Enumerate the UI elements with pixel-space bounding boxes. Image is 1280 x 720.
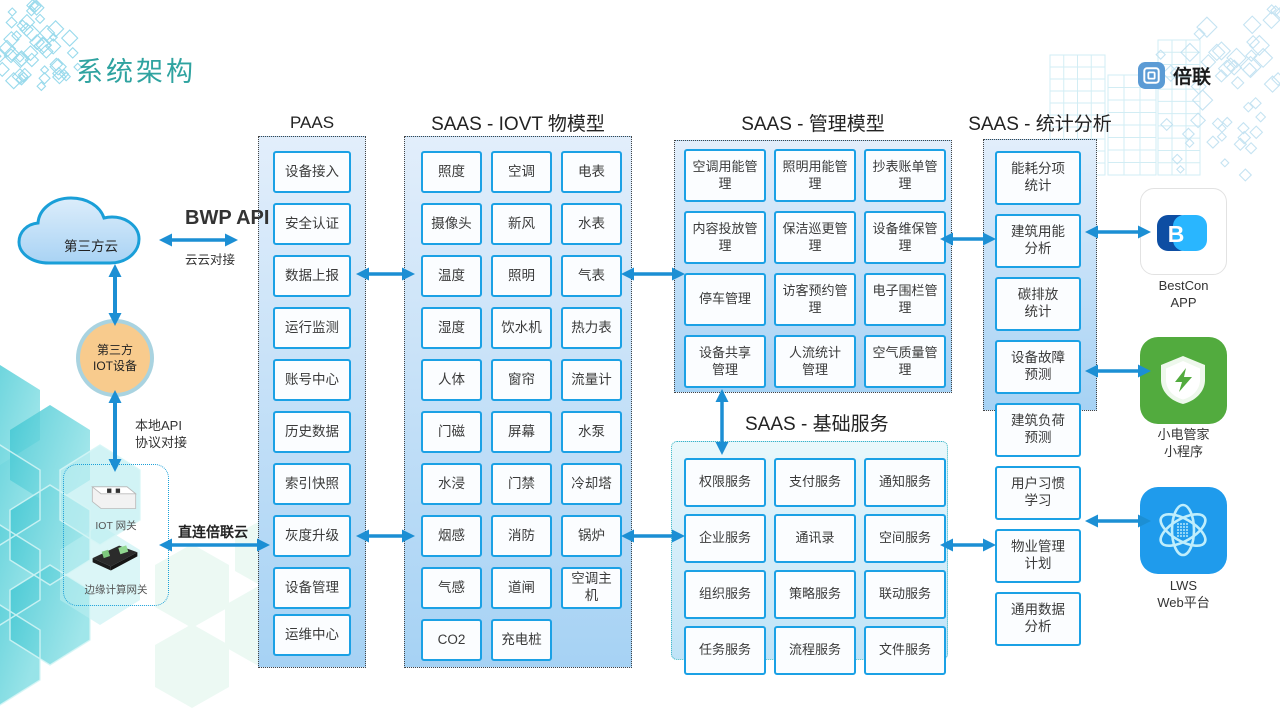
svg-text:B: B — [1168, 221, 1185, 247]
